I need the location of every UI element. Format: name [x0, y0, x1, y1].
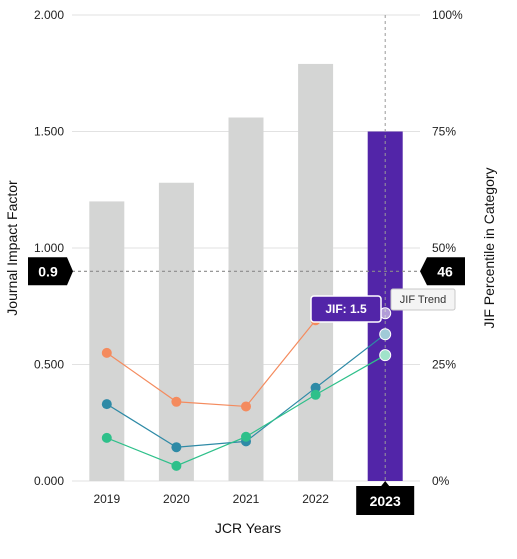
x-tick-label: 2021 [233, 492, 260, 506]
y-left-tick-label: 1.500 [34, 125, 64, 139]
trend-point [379, 349, 392, 362]
x-tick-label: 2019 [93, 492, 120, 506]
y-left-tick-label: 1.000 [34, 241, 64, 255]
reference-flag-left [28, 257, 73, 286]
series-point [101, 432, 112, 443]
x-tick-label: 2020 [163, 492, 190, 506]
y-axis-right-title: JIF Percentile in Category [481, 167, 497, 328]
reference-lines [72, 15, 420, 481]
reference-value-left: 0.9 [38, 263, 58, 279]
tick-labels: 0.000 0.500 1.000 1.500 2.000 0% 25% 50% 75% 100%… [34, 8, 463, 506]
trend-point [379, 328, 392, 341]
y-right-tick-label: 100% [432, 8, 463, 22]
jif-trend-label: JIF Trend [400, 294, 446, 306]
reference-flag-right [420, 257, 465, 286]
selected-year-badge [356, 481, 415, 515]
series-lines [101, 307, 392, 471]
y-axis-left-title: Journal Impact Factor [4, 180, 20, 316]
series-point [241, 401, 251, 412]
series-point [101, 399, 112, 410]
y-right-tick-label: 25% [432, 358, 456, 372]
value-flags: 2023 0.9 46 JIF: 1.5 JIF Trend [28, 257, 465, 515]
jif-trend-label-box [390, 288, 456, 311]
y-right-tick-label: 75% [432, 125, 456, 139]
bars [89, 63, 403, 482]
series-line [106, 319, 317, 408]
series-point [101, 347, 112, 358]
x-tick-label: 2022 [302, 492, 329, 506]
bar [228, 117, 264, 482]
y-left-tick-label: 2.000 [34, 8, 64, 22]
y-right-tick-label: 0% [432, 474, 450, 488]
selected-year-label: 2023 [370, 493, 401, 509]
y-right-tick-label: 50% [432, 241, 456, 255]
series-point [310, 389, 321, 400]
series-point [171, 396, 182, 407]
y-left-tick-label: 0.500 [34, 358, 64, 372]
jif-tooltip-text: JIF: 1.5 [325, 302, 367, 316]
bar [298, 63, 334, 482]
y-left-tick-label: 0.000 [34, 474, 64, 488]
series-point [171, 442, 182, 453]
series-point [310, 382, 321, 393]
series-point [171, 460, 182, 471]
series-point [241, 431, 251, 442]
bar [158, 182, 194, 481]
reference-value-right: 46 [437, 263, 453, 279]
jif-tooltip [310, 295, 382, 323]
x-axis-title: JCR Years [215, 520, 281, 536]
